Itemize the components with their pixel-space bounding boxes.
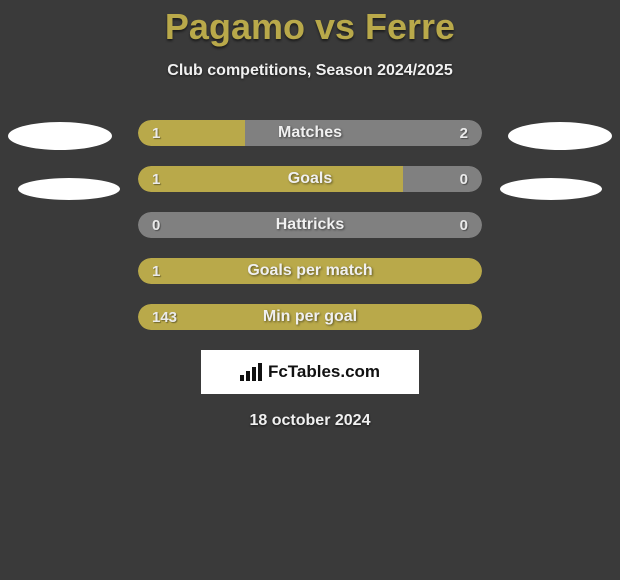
metrics-chart: 1 2 Matches 1 0 Goals 0 0 Hattricks [0, 120, 620, 330]
metric-row-gpm: 1 Goals per match [138, 258, 482, 284]
comparison-infographic: Pagamo vs Ferre Club competitions, Seaso… [0, 0, 620, 580]
chart-icon [240, 363, 262, 381]
brand-text: FcTables.com [268, 362, 380, 382]
page-subtitle: Club competitions, Season 2024/2025 [0, 62, 620, 80]
metric-row-matches: 1 2 Matches [138, 120, 482, 146]
metric-label: Goals [138, 166, 482, 192]
page-title: Pagamo vs Ferre [0, 0, 620, 48]
metric-label: Min per goal [138, 304, 482, 330]
metric-label: Matches [138, 120, 482, 146]
metric-row-hattricks: 0 0 Hattricks [138, 212, 482, 238]
metric-label: Hattricks [138, 212, 482, 238]
date-label: 18 october 2024 [0, 412, 620, 430]
metric-label: Goals per match [138, 258, 482, 284]
metric-row-goals: 1 0 Goals [138, 166, 482, 192]
brand-badge: FcTables.com [201, 350, 419, 394]
metric-row-mpg: 143 Min per goal [138, 304, 482, 330]
